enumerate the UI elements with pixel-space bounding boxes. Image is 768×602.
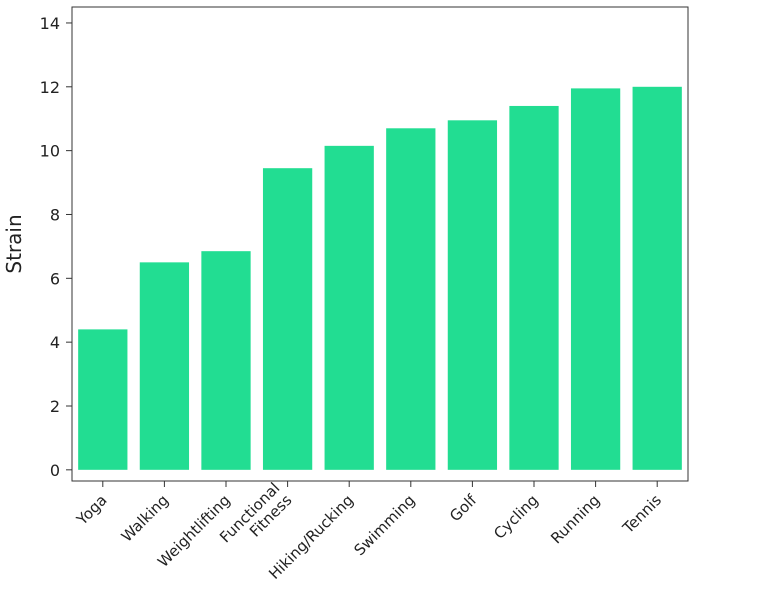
bar-tennis [632, 86, 682, 470]
x-tick-label: Cycling [490, 491, 542, 543]
bar-cycling [509, 105, 559, 470]
bar-yoga [78, 329, 128, 470]
bar-walking [139, 262, 190, 470]
x-tick-label: Tennis [618, 491, 665, 538]
y-tick-label: 2 [50, 397, 60, 416]
y-tick-label: 6 [50, 269, 60, 288]
bar-hikingrucking [324, 145, 374, 470]
bar-swimming [386, 128, 436, 470]
x-tick-label: Walking [118, 491, 173, 546]
y-tick-label: 0 [50, 461, 60, 480]
x-axis: Yoga WalkingWeightliftingFunctionalFitnes… [72, 479, 665, 583]
plot-frame [71, 6, 689, 482]
bar-golf [447, 120, 498, 470]
bars-group [78, 86, 682, 470]
y-axis-label: Strain [2, 214, 26, 273]
bar-functional-fitness [262, 168, 313, 470]
y-tick-label: 10 [40, 142, 60, 161]
x-tick-label: Golf [446, 491, 481, 526]
x-tick-label: Running [547, 491, 603, 547]
bar-running [570, 88, 621, 470]
x-tick-label: Swimming [350, 491, 418, 559]
y-tick-label: 4 [50, 333, 60, 352]
y-tick-label: 12 [40, 78, 60, 97]
y-tick-label: 8 [50, 205, 60, 224]
y-tick-label: 14 [40, 14, 60, 33]
x-tick-label: Yoga [72, 491, 110, 529]
y-axis: 0 2 4 6 8 10 12 14 [40, 14, 72, 480]
bar-weightlifting [201, 251, 251, 470]
x-tick-label: FunctionalFitness [216, 479, 295, 558]
